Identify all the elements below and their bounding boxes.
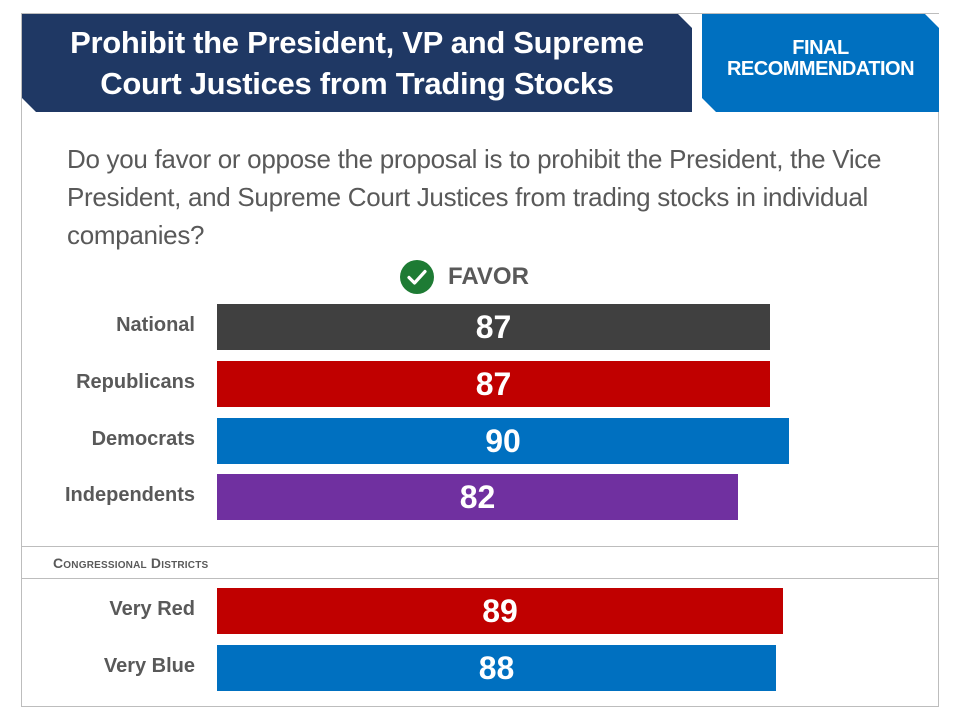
bar-value-label: 88 <box>478 650 515 686</box>
badge-line-1: FINAL <box>792 37 849 59</box>
bar-value-label: 87 <box>475 366 512 402</box>
bar: 87 <box>217 304 770 350</box>
bar-value-label: 87 <box>475 309 512 345</box>
bar: 90 <box>217 418 789 464</box>
banner-corner-fold <box>22 98 36 112</box>
favor-label: FAVOR <box>448 263 529 290</box>
favor-header: FAVOR <box>400 259 529 295</box>
slide-frame <box>21 13 939 707</box>
badge-corner-fold <box>702 98 716 112</box>
survey-question: Do you favor or oppose the proposal is t… <box>67 144 882 250</box>
bar-value-label: 90 <box>485 423 521 459</box>
bar-label: National <box>116 314 195 336</box>
bar-label: Very Red <box>109 598 195 620</box>
slide-title: Prohibit the President, VP and Supreme C… <box>70 25 644 101</box>
bar-label: Independents <box>64 484 195 506</box>
bar-label: Republicans <box>76 371 195 393</box>
bar-value-label: 89 <box>482 593 518 629</box>
bar-label: Very Blue <box>103 655 195 677</box>
final-recommendation-badge: FINAL RECOMMENDATION <box>702 14 939 112</box>
badge-text: FINAL RECOMMENDATION <box>702 38 939 80</box>
section-label: Congressional Districts <box>53 555 209 571</box>
bar-value-label: 82 <box>459 479 496 515</box>
title-banner: Prohibit the President, VP and Supreme C… <box>22 14 692 112</box>
badge-corner-fold <box>925 14 939 28</box>
bar: 82 <box>217 474 738 520</box>
section-divider-band <box>22 546 938 579</box>
bar: 88 <box>217 645 776 691</box>
bar-label: Democrats <box>91 428 195 450</box>
bar: 87 <box>217 361 770 407</box>
checkmark-icon <box>400 260 434 294</box>
badge-line-2: RECOMMENDATION <box>726 58 915 80</box>
bar: 89 <box>217 588 783 634</box>
banner-corner-fold <box>678 14 692 28</box>
